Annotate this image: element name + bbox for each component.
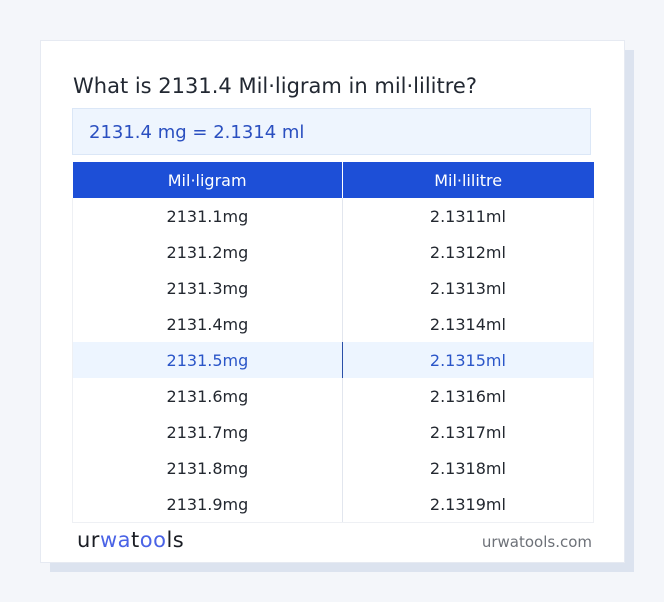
page-title: What is 2131.4 Mil·ligram in mil·lilitre…	[73, 74, 477, 98]
conversion-result: 2131.4 mg = 2.1314 ml	[72, 108, 591, 155]
column-header-millilitre: Mil·lilitre	[342, 162, 594, 198]
table-row: 2131.6mg 2.1316ml	[72, 378, 595, 414]
millilitre-cell: 2.1311ml	[342, 198, 595, 234]
millilitre-cell: 2.1317ml	[342, 414, 595, 450]
milligram-cell: 2131.1mg	[72, 198, 343, 234]
logo-part: ur	[77, 528, 100, 552]
millilitre-cell: 2.1312ml	[342, 234, 595, 270]
millilitre-cell: 2.1315ml	[342, 342, 595, 378]
logo-part: oo	[139, 528, 167, 552]
logo-part: t	[131, 528, 140, 552]
milligram-cell: 2131.5mg	[72, 342, 343, 378]
millilitre-cell: 2.1318ml	[342, 450, 595, 486]
millilitre-cell: 2.1313ml	[342, 270, 595, 306]
table-row: 2131.8mg 2.1318ml	[72, 450, 595, 486]
table-row: 2131.7mg 2.1317ml	[72, 414, 595, 450]
table-row: 2131.4mg 2.1314ml	[72, 306, 595, 342]
milligram-cell: 2131.9mg	[72, 486, 343, 523]
logo-part: ls	[166, 528, 185, 552]
milligram-cell: 2131.8mg	[72, 450, 343, 486]
milligram-cell: 2131.6mg	[72, 378, 343, 414]
column-header-milligram: Mil·ligram	[72, 162, 343, 198]
millilitre-cell: 2.1319ml	[342, 486, 595, 523]
milligram-cell: 2131.4mg	[72, 306, 343, 342]
conversion-table: Mil·ligram Mil·lilitre 2131.1mg 2.1311ml 2…	[72, 162, 595, 523]
table-row: 2131.1mg 2.1311ml	[72, 198, 595, 234]
millilitre-cell: 2.1316ml	[342, 378, 595, 414]
table-row: 2131.9mg 2.1319ml	[72, 486, 595, 523]
table-row: 2131.3mg 2.1313ml	[72, 270, 595, 306]
milligram-cell: 2131.3mg	[72, 270, 343, 306]
logo-part: wa	[99, 528, 131, 552]
table-row: 2131.5mg 2.1315ml	[72, 342, 595, 378]
table-row: 2131.2mg 2.1312ml	[72, 234, 595, 270]
milligram-cell: 2131.7mg	[72, 414, 343, 450]
millilitre-cell: 2.1314ml	[342, 306, 595, 342]
milligram-cell: 2131.2mg	[72, 234, 343, 270]
urwatools-logo[interactable]: urwatools	[77, 528, 184, 552]
conversion-card: What is 2131.4 Mil·ligram in mil·lilitre…	[40, 40, 625, 563]
site-url[interactable]: urwatools.com	[481, 533, 592, 551]
